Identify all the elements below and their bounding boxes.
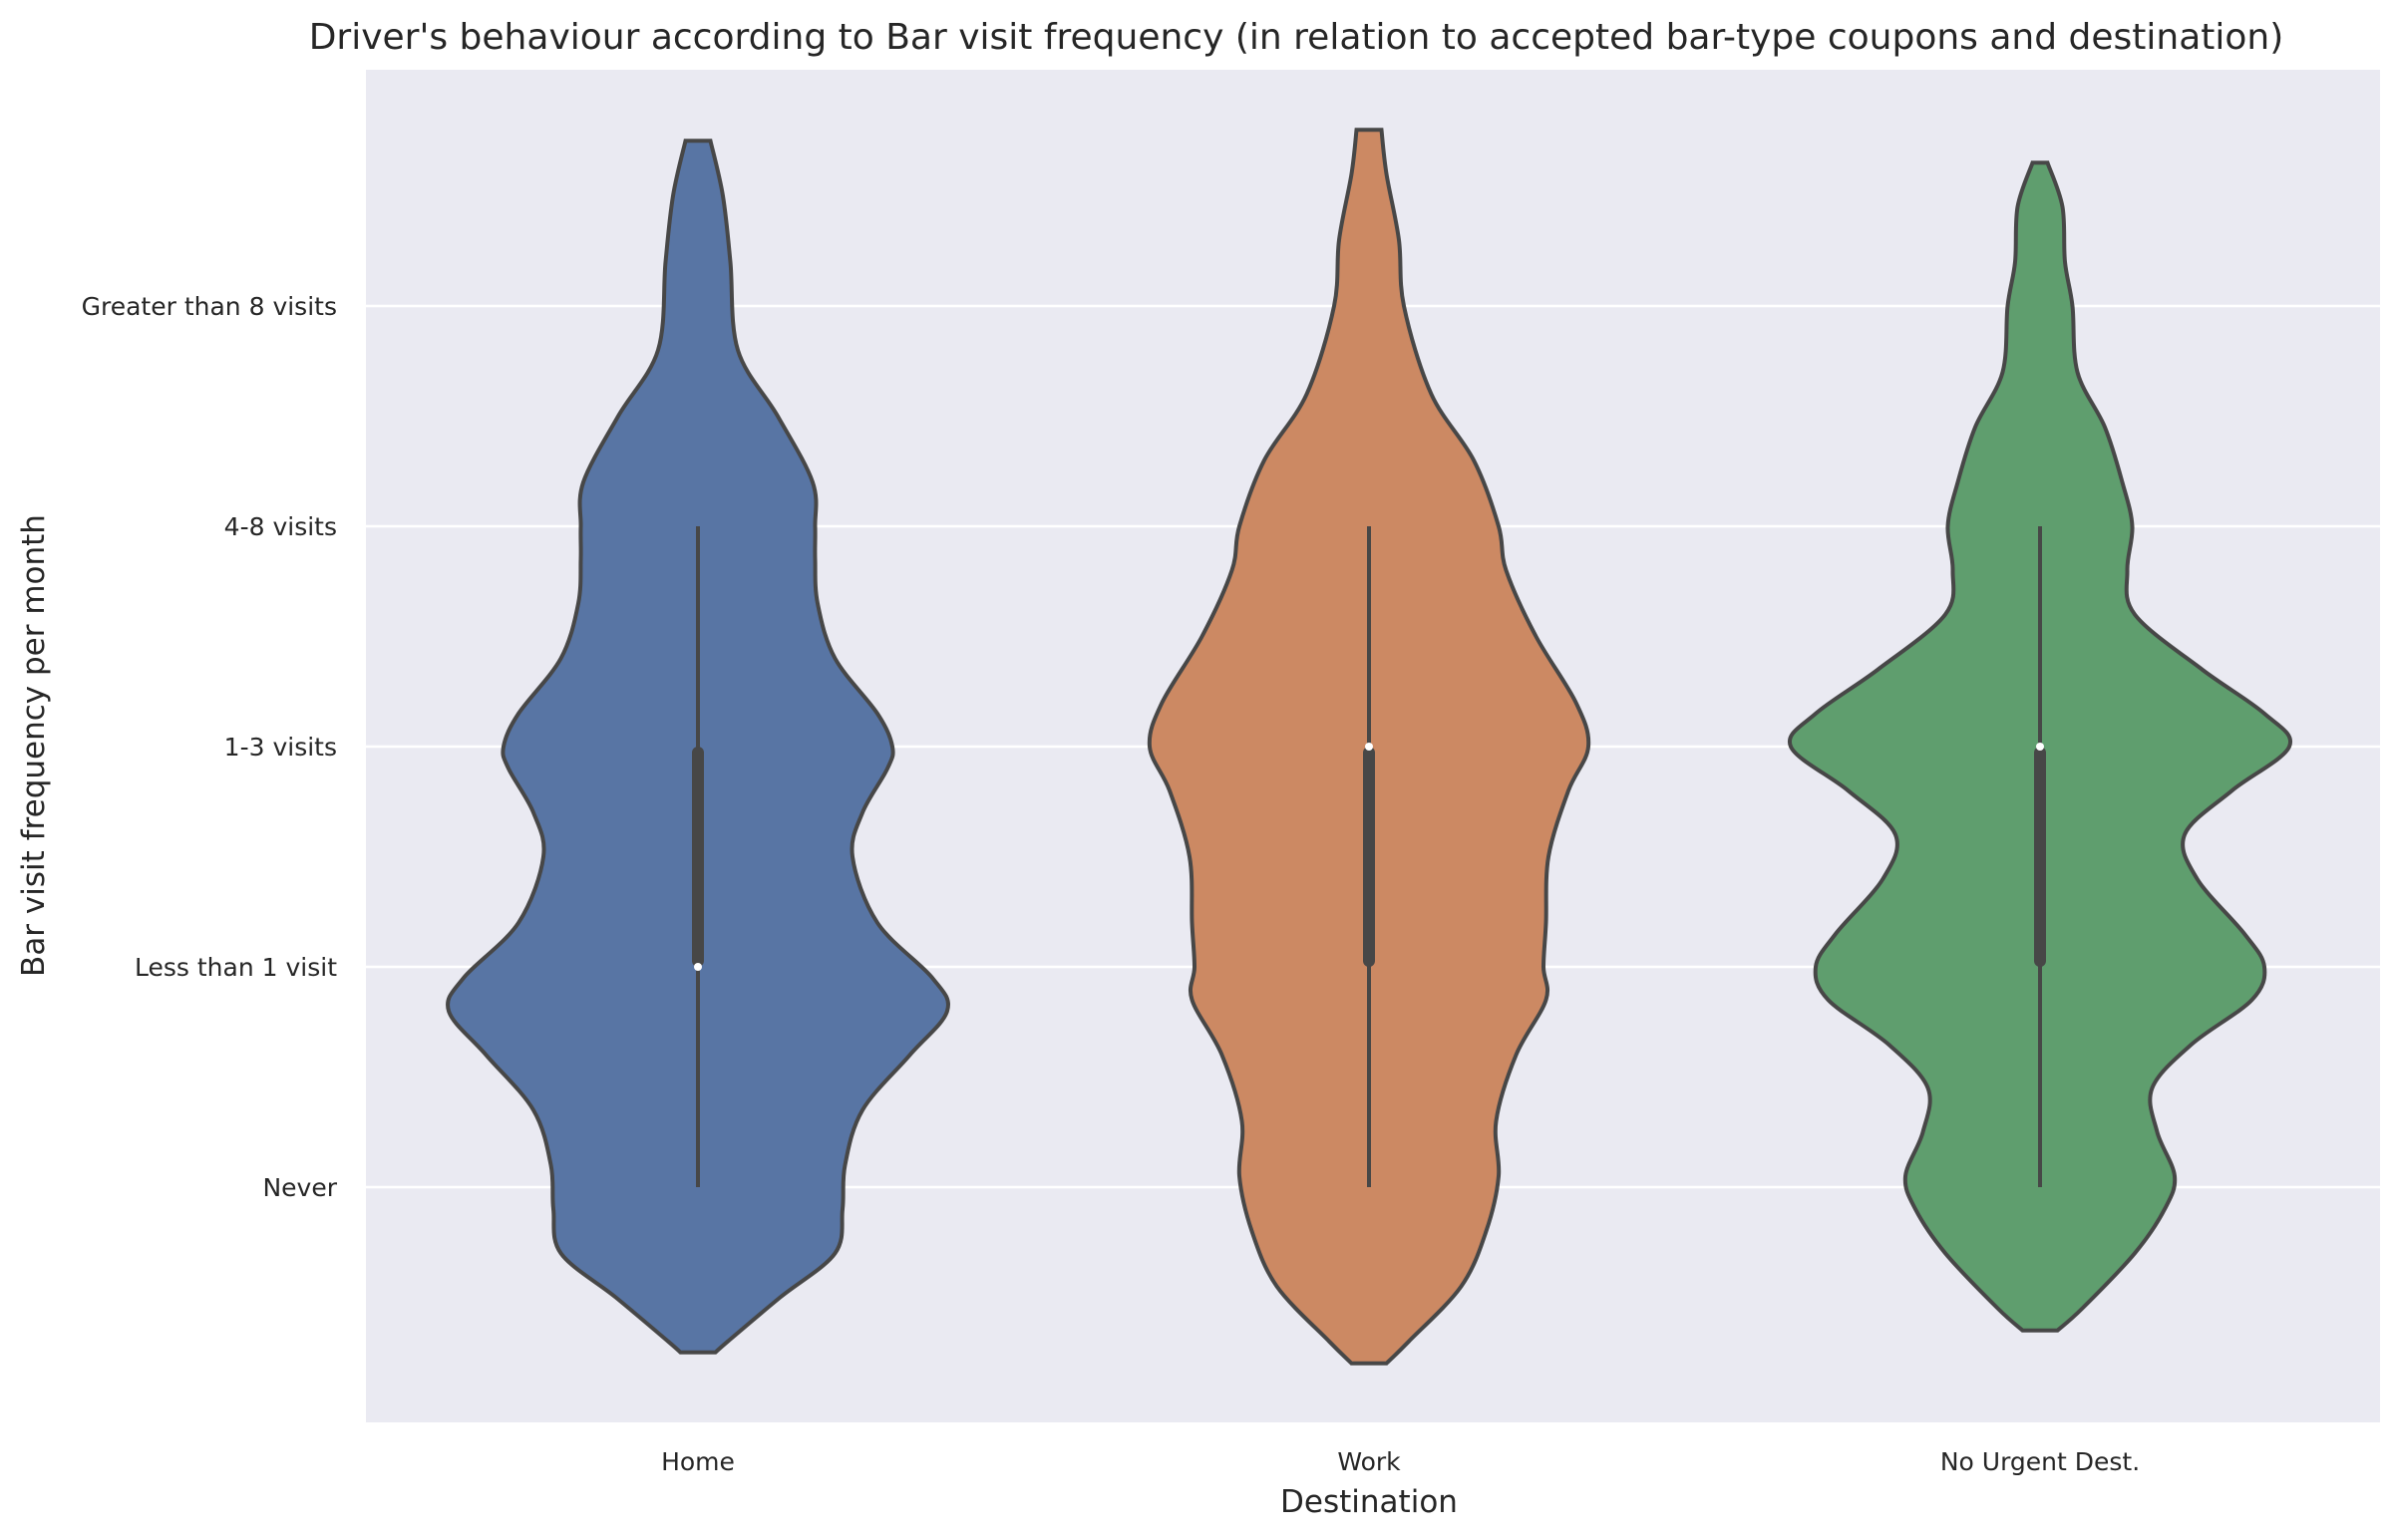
x-tick-label: No Urgent Dest.: [1940, 1447, 2140, 1476]
x-axis-label: Destination: [1280, 1484, 1458, 1520]
y-tick-label: Less than 1 visit: [135, 953, 337, 982]
median-point: [2036, 743, 2044, 751]
iqr-box: [692, 747, 704, 967]
y-tick-label: 1-3 visits: [224, 733, 337, 762]
y-tick-label: 4-8 visits: [224, 512, 337, 541]
x-tick-label: Work: [1337, 1447, 1401, 1476]
y-tick-label: Never: [262, 1173, 337, 1202]
violins: [446, 128, 2293, 1366]
y-tick-labels: Never Less than 1 visit 1-3 visits 4-8 visi…: [82, 292, 338, 1202]
x-tick-label: Home: [661, 1447, 735, 1476]
median-point: [1365, 743, 1373, 751]
x-tick-labels: Home Work No Urgent Dest.: [661, 1447, 2140, 1476]
y-axis-label: Bar visit frequency per month: [16, 514, 52, 977]
median-point: [694, 963, 702, 971]
iqr-box: [1363, 747, 1375, 967]
iqr-box: [2034, 747, 2046, 967]
chart-title: Driver's behaviour according to Bar visi…: [309, 17, 2284, 58]
y-tick-label: Greater than 8 visits: [82, 292, 337, 321]
